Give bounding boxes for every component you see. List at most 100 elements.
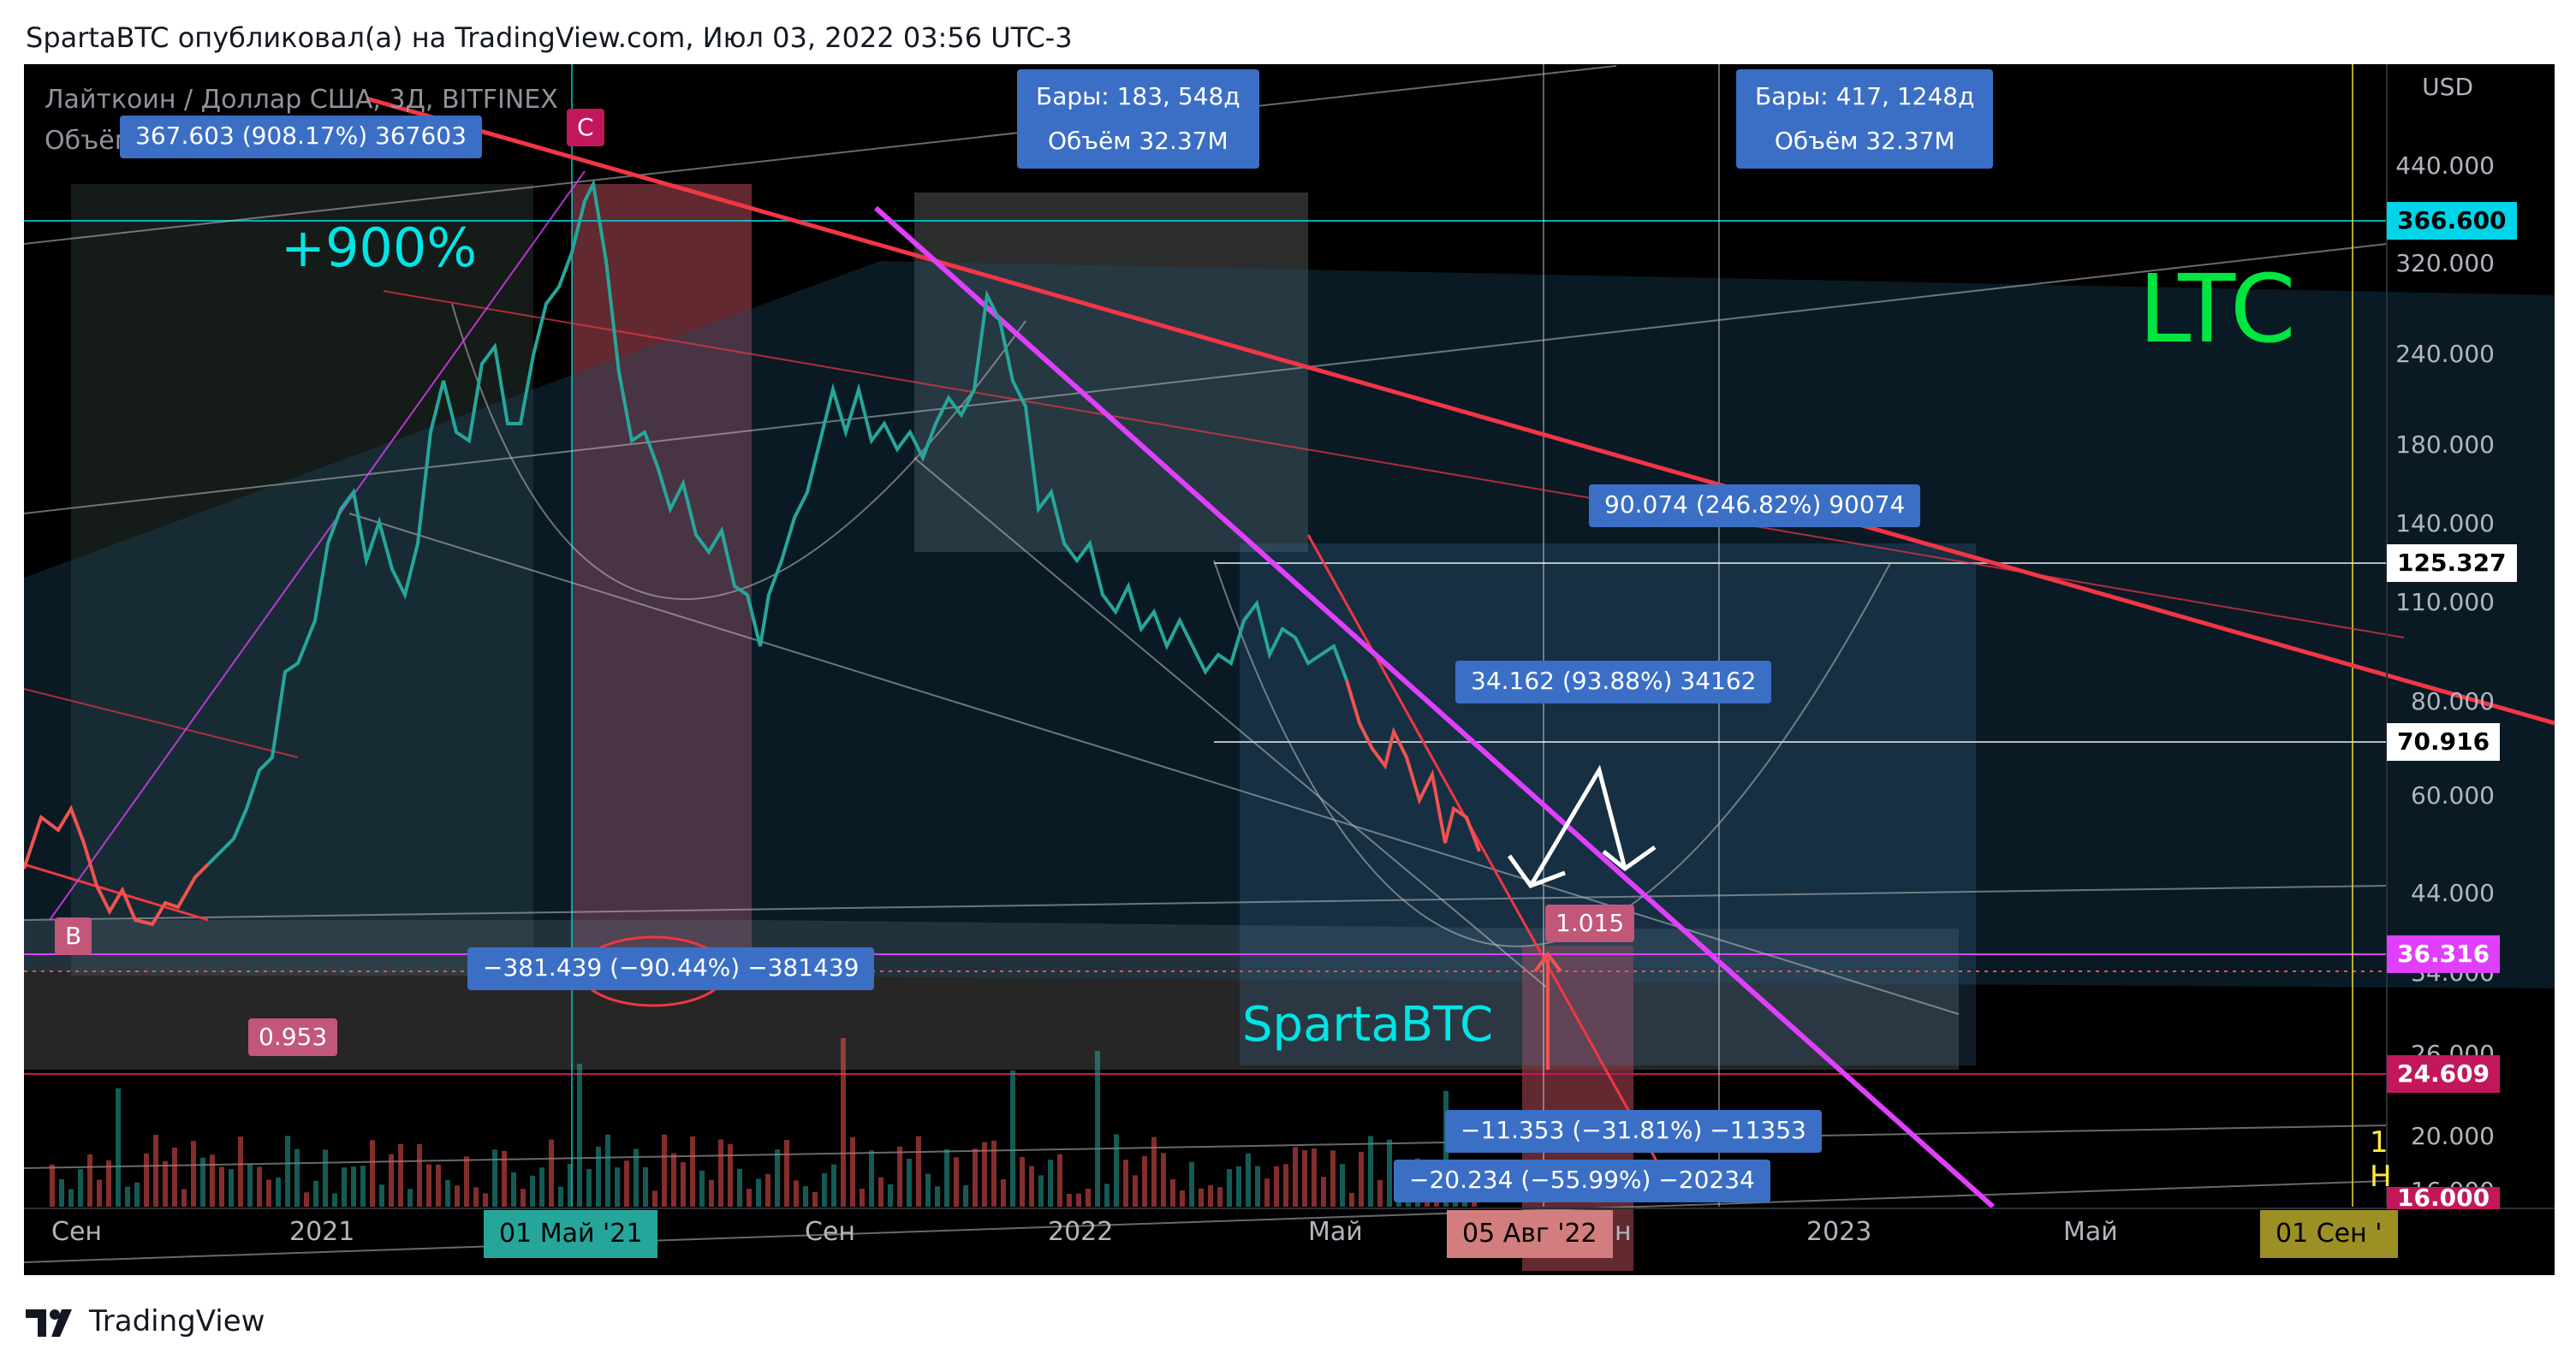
volume-bar bbox=[294, 1148, 300, 1207]
volume-bar bbox=[1057, 1154, 1062, 1207]
volume-bar bbox=[144, 1153, 149, 1207]
volume-bar bbox=[1274, 1166, 1279, 1207]
volume-bar bbox=[549, 1139, 554, 1207]
volume-bar bbox=[718, 1139, 723, 1207]
marker-b[interactable]: B bbox=[55, 917, 92, 955]
volume-bar bbox=[869, 1150, 874, 1207]
range-annotation-top[interactable]: 367.603 (908.17%) 367603 bbox=[120, 116, 482, 158]
symbol-legend[interactable]: Лайткоин / Доллар США, 3Д, BITFINEX bbox=[45, 85, 558, 115]
volume-bar bbox=[257, 1166, 262, 1207]
volume-bar bbox=[1387, 1139, 1392, 1207]
volume-bar bbox=[944, 1148, 949, 1207]
volume-bar bbox=[1264, 1178, 1270, 1207]
time-label: 2021 bbox=[289, 1217, 355, 1247]
red-zone bbox=[572, 184, 752, 976]
price-label: 110.000 bbox=[2395, 588, 2495, 616]
volume-bar bbox=[1048, 1160, 1053, 1207]
price-label: 440.000 bbox=[2395, 151, 2495, 180]
volume-bar bbox=[389, 1154, 394, 1207]
publish-header: SpartaBTC опубликовал(а) на TradingView.… bbox=[26, 21, 1073, 54]
bars-count: Бары: 417, 1248д bbox=[1755, 82, 1975, 110]
volume-bar bbox=[483, 1193, 488, 1207]
volume-bar bbox=[1246, 1153, 1251, 1207]
volume-bar bbox=[445, 1179, 450, 1207]
volume-bar bbox=[728, 1143, 733, 1207]
volume-bar bbox=[690, 1136, 695, 1207]
price-tag-36: 36.316 bbox=[2387, 935, 2501, 973]
volume-bar bbox=[1114, 1134, 1119, 1207]
volume-bar bbox=[1076, 1193, 1081, 1207]
volume-bar bbox=[662, 1134, 667, 1207]
price-tag-70: 70.916 bbox=[2387, 723, 2501, 761]
volume-bar bbox=[925, 1173, 931, 1207]
bars-annotation-2[interactable]: Бары: 417, 1248д Объём 32.37M bbox=[1736, 69, 1994, 169]
range-annotation-lower-1[interactable]: −11.353 (−31.81%) −11353 bbox=[1445, 1110, 1822, 1153]
volume-bar bbox=[888, 1184, 893, 1207]
range-annotation-mid[interactable]: 34.162 (93.88%) 34162 bbox=[1455, 661, 1772, 703]
marker-c[interactable]: C bbox=[567, 109, 604, 146]
volume-bar bbox=[492, 1149, 497, 1207]
volume-bar bbox=[756, 1178, 761, 1207]
volume-bar bbox=[775, 1149, 780, 1207]
footer-brand[interactable]: TradingView bbox=[26, 1297, 265, 1345]
volume-bar bbox=[1086, 1188, 1091, 1207]
chart-plot[interactable] bbox=[24, 64, 2555, 1275]
volume-bar bbox=[134, 1182, 140, 1207]
volume-bar bbox=[1217, 1187, 1223, 1207]
bars-volume: Объём 32.37M bbox=[1774, 127, 1955, 155]
volume-bar bbox=[1330, 1150, 1336, 1207]
volume-bar bbox=[784, 1139, 789, 1207]
volume-bar bbox=[1340, 1164, 1345, 1207]
chart-pane[interactable]: Лайткоин / Доллар США, 3Д, BITFINEX Объё… bbox=[24, 64, 2555, 1275]
volume-bar bbox=[313, 1180, 318, 1207]
volume-bar bbox=[1302, 1150, 1307, 1207]
bars-volume: Объём 32.37M bbox=[1047, 127, 1229, 155]
price-line-down-2 bbox=[1345, 680, 1481, 852]
price-label: 80.000 bbox=[2411, 687, 2495, 715]
volume-bar bbox=[408, 1189, 413, 1207]
volume-bar bbox=[803, 1186, 808, 1207]
volume-bar bbox=[1095, 1051, 1100, 1207]
blue-channel-fill bbox=[24, 261, 2555, 988]
volume-bar bbox=[634, 1148, 639, 1207]
volume-bar bbox=[812, 1191, 818, 1207]
price-label: 60.000 bbox=[2411, 781, 2495, 810]
volume-bar bbox=[379, 1184, 384, 1207]
volume-bar bbox=[652, 1190, 657, 1207]
gain-label: +900% bbox=[281, 217, 478, 279]
volume-bar bbox=[473, 1187, 479, 1207]
time-label: Май bbox=[2063, 1217, 2118, 1247]
volume-bar bbox=[568, 1164, 573, 1207]
tradingview-logo-icon bbox=[26, 1309, 72, 1337]
volume-bar bbox=[511, 1172, 516, 1207]
value-badge-0953: 0.953 bbox=[248, 1018, 338, 1056]
range-annotation-drop[interactable]: −381.439 (−90.44%) −381439 bbox=[467, 947, 875, 990]
volume-bar bbox=[153, 1135, 158, 1207]
volume-bar bbox=[1104, 1184, 1110, 1207]
value-badge-1015: 1.015 bbox=[1545, 905, 1635, 942]
volume-bar bbox=[106, 1160, 111, 1207]
price-label: 240.000 bbox=[2395, 340, 2495, 368]
price-tag-366: 366.600 bbox=[2387, 202, 2517, 240]
range-annotation-mid-right[interactable]: 90.074 (246.82%) 90074 bbox=[1589, 484, 1921, 527]
grey-zone bbox=[914, 193, 1308, 552]
volume-bar bbox=[1142, 1155, 1147, 1207]
volume-bar bbox=[577, 1063, 582, 1207]
volume-bar bbox=[1010, 1070, 1015, 1207]
volume-bar bbox=[539, 1167, 544, 1207]
volume-bar bbox=[210, 1154, 215, 1207]
volume-bar bbox=[285, 1136, 290, 1207]
volume-bar bbox=[59, 1178, 64, 1207]
volume-bar bbox=[991, 1140, 996, 1207]
volume-bar bbox=[747, 1189, 752, 1207]
volume-bar bbox=[1368, 1136, 1373, 1207]
volume-bar bbox=[1001, 1178, 1006, 1207]
volume-bar bbox=[332, 1193, 337, 1207]
bars-annotation-1[interactable]: Бары: 183, 548д Объём 32.37M bbox=[1017, 69, 1259, 169]
volume-bar bbox=[87, 1154, 92, 1207]
range-annotation-lower-2[interactable]: −20.234 (−55.99%) −20234 bbox=[1394, 1160, 1770, 1202]
volume-bar bbox=[342, 1167, 347, 1207]
price-label: 20.000 bbox=[2411, 1122, 2495, 1150]
volume-legend[interactable]: Объём bbox=[45, 126, 134, 156]
volume-bar bbox=[671, 1153, 676, 1207]
